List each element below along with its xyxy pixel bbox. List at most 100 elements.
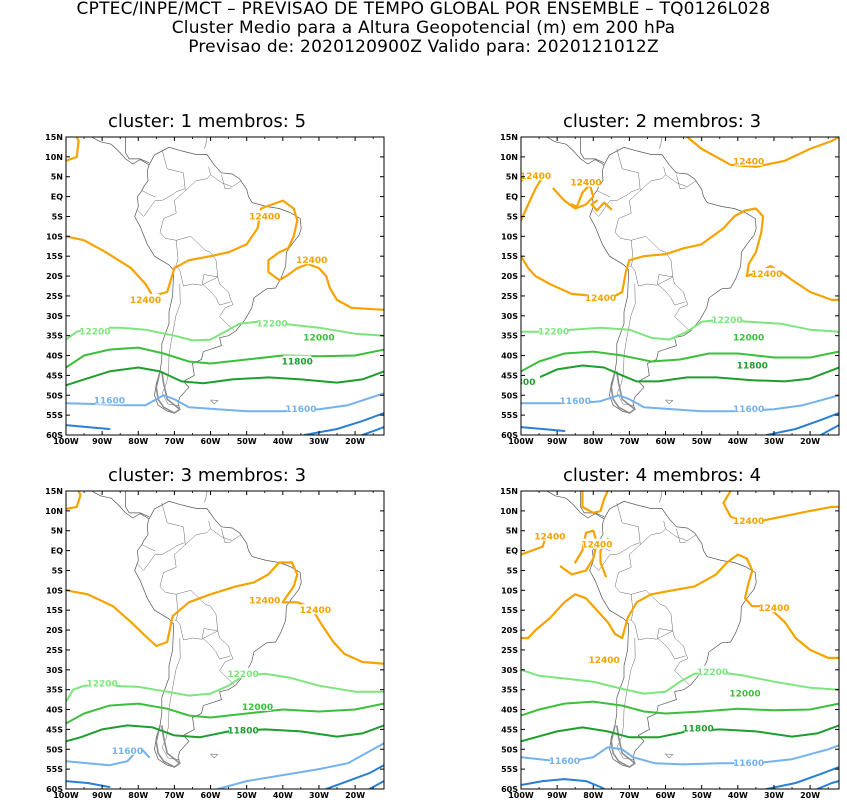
lat-tick-label: 55S bbox=[46, 765, 63, 774]
map-svg: 12400 12400 12400 12400 12400 12200 12200 12000… bbox=[500, 134, 840, 446]
contour-line bbox=[590, 199, 613, 212]
contour-label-bg bbox=[113, 744, 142, 755]
country-border bbox=[631, 236, 690, 331]
contour-label-bg bbox=[734, 757, 763, 768]
contour-line bbox=[819, 424, 839, 435]
map-svg: 12400 12400 12400 12400 12400 12200 12000 11800… bbox=[500, 488, 840, 800]
contour-line bbox=[66, 346, 384, 369]
contour-label-bg bbox=[734, 514, 763, 525]
lat-tick-label: 25S bbox=[46, 292, 63, 301]
lat-tick-label: EQ bbox=[506, 193, 518, 202]
figure-header: CPTEC/INPE/MCT – PREVISAO DE TEMPO GLOBA… bbox=[0, 0, 847, 57]
lat-tick-label: 5S bbox=[507, 212, 519, 221]
lat-tick-label: 40S bbox=[501, 706, 518, 715]
country-border bbox=[665, 174, 697, 187]
country-border bbox=[137, 542, 185, 571]
lon-tick-label: 70W bbox=[619, 791, 639, 800]
patagonia-coast bbox=[610, 371, 637, 415]
contour-label: 11600 bbox=[560, 397, 591, 407]
contour-label-bg bbox=[582, 538, 611, 549]
contour-line bbox=[66, 780, 111, 788]
lat-tick-label: 25S bbox=[501, 292, 518, 301]
contour-label-bg bbox=[297, 254, 326, 265]
contour-label: 12400 bbox=[733, 158, 764, 168]
contour-label-bg bbox=[286, 403, 315, 414]
header-line-2: Cluster Medio para a Altura Geopotencial… bbox=[171, 18, 676, 38]
contour-line bbox=[66, 702, 384, 725]
contour-label: 12400 bbox=[758, 604, 789, 614]
contour-label: 12400 bbox=[300, 606, 331, 616]
contour-line bbox=[303, 412, 384, 435]
coastline bbox=[580, 137, 605, 164]
country-border bbox=[656, 274, 686, 306]
lat-tick-label: 15N bbox=[500, 134, 518, 142]
contour-line bbox=[686, 137, 839, 168]
lon-tick-label: 80W bbox=[128, 437, 148, 446]
contour-label-bg bbox=[759, 602, 788, 613]
country-border bbox=[141, 544, 156, 552]
lat-tick-label: 5N bbox=[506, 173, 518, 182]
contour-label: 11800 bbox=[737, 361, 768, 371]
country-border bbox=[201, 628, 231, 660]
lat-tick-label: 35S bbox=[46, 332, 63, 341]
lat-tick-label: 10N bbox=[500, 507, 518, 516]
contour-line bbox=[66, 366, 384, 387]
contour-label: 11600 bbox=[285, 405, 316, 415]
lon-tick-label: 80W bbox=[583, 791, 603, 800]
contour-label: 11600 bbox=[733, 759, 764, 769]
lon-tick-label: 100W bbox=[508, 791, 534, 800]
contour-label-bg bbox=[88, 677, 117, 688]
contour-label: 12400 bbox=[130, 296, 161, 306]
lat-tick-label: 35S bbox=[46, 686, 63, 695]
contour-label: 12200 bbox=[86, 680, 117, 690]
lon-tick-label: 20W bbox=[345, 437, 365, 446]
lat-tick-label: 60S bbox=[46, 431, 63, 440]
lon-tick-label: 30W bbox=[309, 791, 329, 800]
panel-title: cluster: 2 membros: 3 bbox=[562, 111, 762, 132]
contour-line bbox=[521, 553, 839, 659]
map-frame bbox=[520, 136, 840, 436]
lat-tick-label: 40S bbox=[501, 352, 518, 361]
lat-tick-label: 15N bbox=[500, 488, 518, 496]
contour-label-bg bbox=[712, 313, 741, 324]
contour-label: 11600 bbox=[549, 757, 580, 767]
country-border bbox=[159, 502, 218, 641]
country-border bbox=[592, 188, 640, 217]
lat-tick-label: 5S bbox=[507, 566, 519, 575]
contour-label: 12400 bbox=[733, 517, 764, 527]
coastline bbox=[125, 491, 150, 518]
contour-label-bg bbox=[229, 667, 258, 678]
island bbox=[204, 491, 208, 503]
lat-tick-label: 25S bbox=[46, 646, 63, 655]
lat-tick-label: 55S bbox=[46, 411, 63, 420]
lon-tick-label: 60W bbox=[201, 437, 221, 446]
map-svg: 12400 12400 12200 12200 12000 11800 11600 15N 10… bbox=[45, 488, 385, 800]
lon-tick-label: 90W bbox=[547, 437, 567, 446]
contour-label: 12200 bbox=[538, 328, 569, 338]
lat-tick-label: EQ bbox=[506, 547, 518, 556]
lat-tick-label: 45S bbox=[46, 725, 63, 734]
lon-tick-label: 50W bbox=[692, 437, 712, 446]
lat-tick-label: 5N bbox=[51, 173, 63, 182]
lat-tick-label: 45S bbox=[501, 371, 518, 380]
lat-tick-label: 60S bbox=[501, 431, 518, 440]
contour-label: 12400 bbox=[520, 172, 551, 182]
contour-label: 12200 bbox=[256, 320, 287, 330]
contour-label-bg bbox=[95, 394, 124, 405]
contour-label-bg bbox=[304, 331, 333, 342]
country-border bbox=[221, 174, 232, 189]
lat-tick-label: 20S bbox=[501, 626, 518, 635]
country-border bbox=[159, 148, 218, 287]
country-border bbox=[210, 528, 242, 541]
contour-label-bg bbox=[684, 722, 713, 733]
lat-tick-label: 60S bbox=[501, 785, 518, 794]
coastline bbox=[91, 137, 150, 166]
country-border bbox=[676, 528, 687, 543]
lat-tick-label: 10S bbox=[46, 586, 63, 595]
lat-tick-label: 10S bbox=[501, 232, 518, 241]
contour-label: 11800 bbox=[282, 357, 313, 367]
contour-label-bg bbox=[561, 395, 590, 406]
lat-tick-label: 25S bbox=[501, 646, 518, 655]
lon-tick-label: 70W bbox=[164, 791, 184, 800]
coastline bbox=[589, 146, 757, 414]
